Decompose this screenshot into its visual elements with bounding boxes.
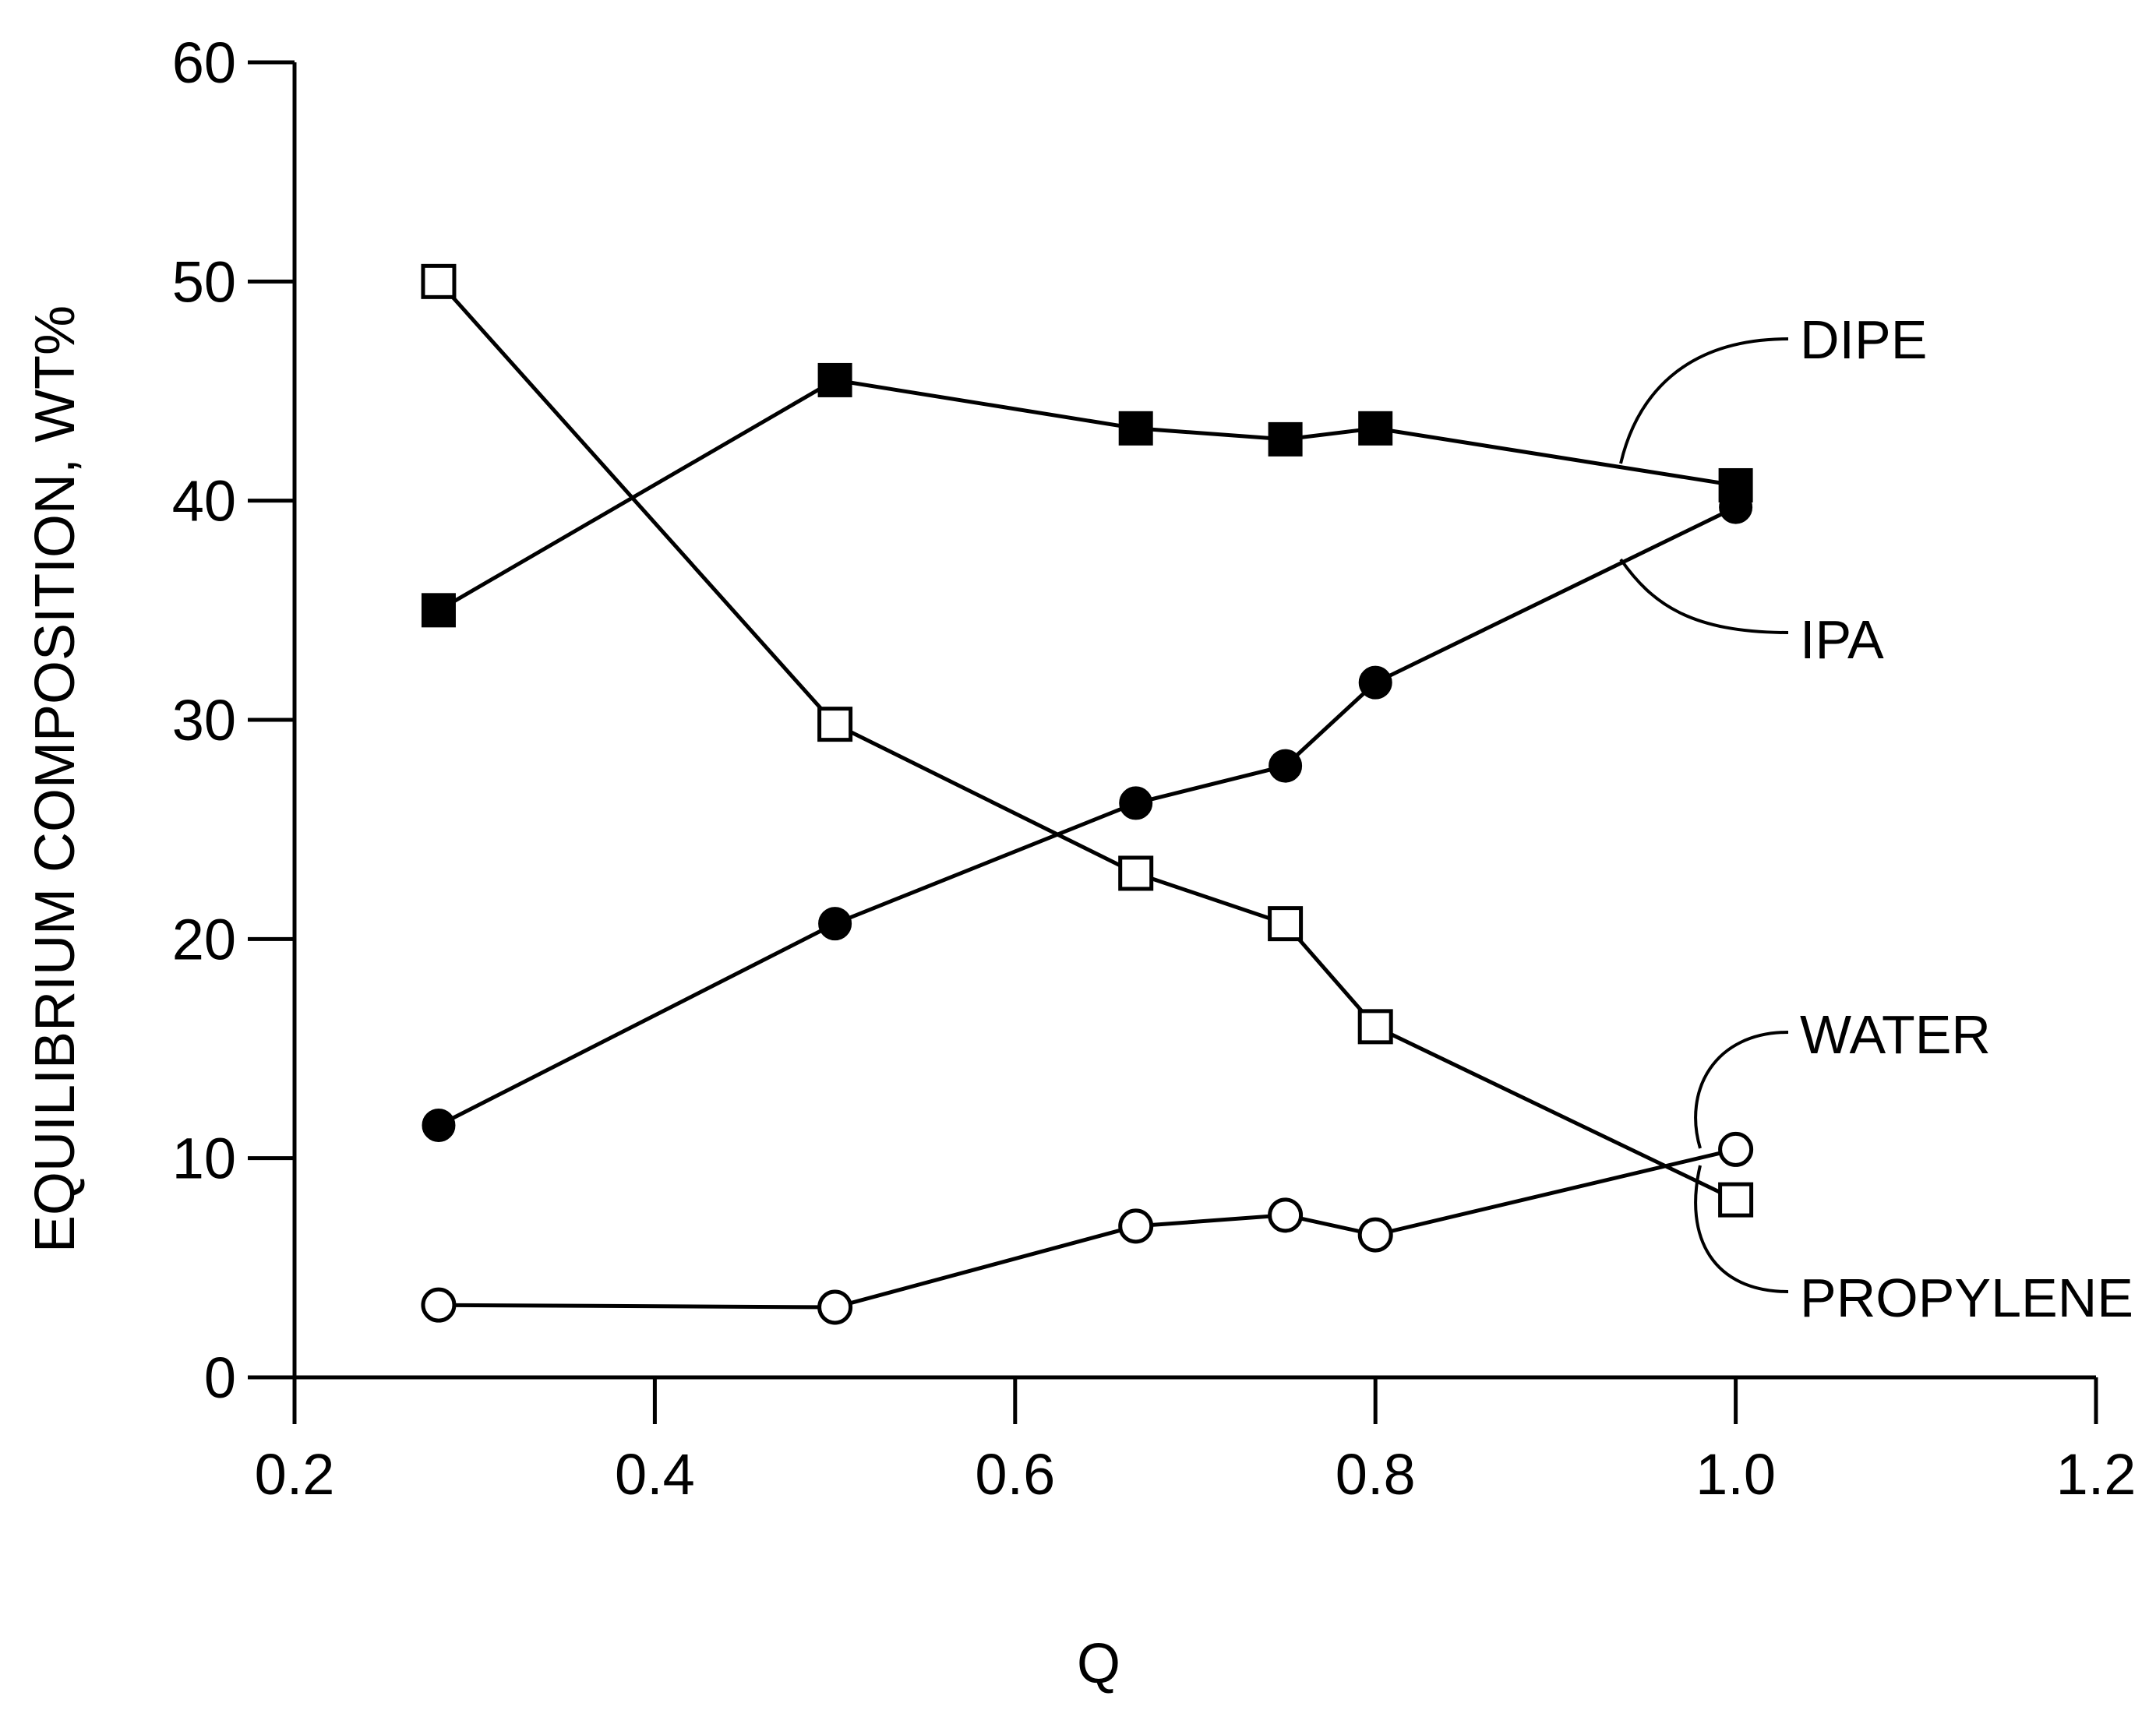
data-point-ipa (1119, 786, 1153, 820)
x-axis-title: Q (1077, 1633, 1120, 1695)
y-tick-label: 40 (172, 469, 236, 534)
series-line-propylene (437, 280, 1737, 1202)
series-label-ipa: IPA (1800, 609, 1884, 670)
data-point-water (1118, 1208, 1154, 1244)
y-tick-label: 20 (172, 907, 236, 971)
x-tick-label: 0.8 (1336, 1442, 1416, 1507)
series-line-water (438, 1147, 1737, 1310)
y-tick-label: 0 (204, 1345, 236, 1410)
leader-line-dipe (1619, 337, 1789, 464)
y-ticks: 0 10 20 30 40 50 60 (172, 30, 295, 1410)
series-label-water: WATER (1800, 1004, 1991, 1065)
data-point-ipa (422, 1108, 456, 1142)
data-point-water (1268, 1197, 1304, 1233)
series-line-ipa (437, 505, 1737, 1127)
series-label-dipe: DIPE (1800, 309, 1927, 370)
data-point-dipe (421, 593, 456, 628)
x-tick-label: 1.2 (2056, 1442, 2137, 1507)
leader-line-propylene (1694, 1165, 1789, 1293)
x-tick-label: 0.6 (975, 1442, 1055, 1507)
x-tick-label: 0.4 (615, 1442, 695, 1507)
x-tick-label: 0.2 (255, 1442, 335, 1507)
data-point-water (817, 1289, 853, 1325)
data-point-water (421, 1287, 457, 1323)
series-labels: DIPE IPA WATER PROPYLENE (1619, 309, 2133, 1328)
data-point-water (1718, 1131, 1754, 1167)
series-label-propylene: PROPYLENE (1800, 1268, 2133, 1328)
data-point-dipe (1358, 411, 1393, 446)
data-point-dipe (1268, 421, 1303, 457)
data-point-propylene (1357, 1009, 1393, 1045)
data-point-propylene (1118, 855, 1154, 891)
x-ticks: 0.2 0.4 0.6 0.8 1.0 1.2 (255, 1377, 2137, 1507)
data-point-propylene (421, 263, 457, 299)
data-point-ipa (1719, 490, 1753, 524)
y-tick-label: 30 (172, 688, 236, 753)
data-point-dipe (1118, 411, 1153, 446)
series-layer (421, 263, 1754, 1325)
y-tick-label: 50 (172, 249, 236, 314)
data-point-dipe (817, 362, 852, 397)
data-point-propylene (1718, 1182, 1754, 1218)
y-tick-label: 60 (172, 30, 236, 95)
data-point-ipa (818, 907, 852, 941)
axes (292, 62, 2096, 1380)
data-point-propylene (817, 707, 853, 742)
data-point-ipa (1269, 749, 1303, 783)
leader-line-water (1694, 1031, 1789, 1149)
data-point-water (1357, 1217, 1393, 1253)
series-line-dipe (437, 378, 1736, 612)
y-axis-title: EQUILIBRIUM COMPOSITION, WT% (24, 305, 86, 1253)
x-tick-label: 1.0 (1696, 1442, 1776, 1507)
data-point-propylene (1268, 906, 1304, 942)
leader-line-ipa (1619, 558, 1789, 634)
y-tick-label: 10 (172, 1126, 236, 1191)
data-point-ipa (1358, 665, 1392, 700)
